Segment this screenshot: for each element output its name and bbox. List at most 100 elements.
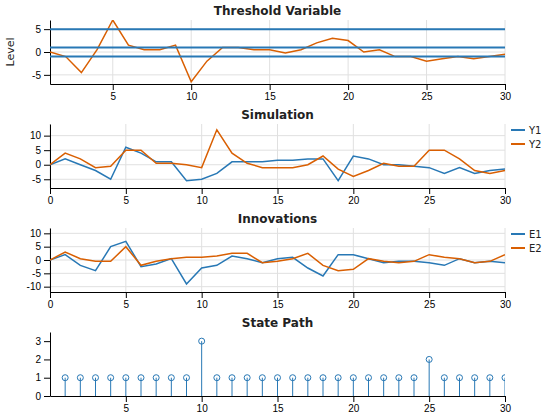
x-tick: 5: [124, 396, 130, 414]
stem-marker: [335, 375, 341, 381]
x-tick-mark: [278, 188, 279, 194]
x-tick: 30: [500, 396, 512, 414]
x-tick-mark: [505, 188, 506, 194]
stem-marker: [244, 375, 250, 381]
figure: 51015202530-505Threshold VariableLevel05…: [0, 0, 560, 420]
x-tick-mark: [113, 84, 114, 90]
y-tick-label: -5: [32, 70, 41, 81]
y-tick-label: 5: [35, 145, 41, 156]
stem-marker: [214, 375, 220, 381]
grid-line-y: [50, 246, 505, 247]
stem-marker: [229, 375, 235, 381]
x-tick: 10: [197, 188, 209, 206]
x-tick-mark: [126, 188, 127, 194]
legend-label: E1: [529, 229, 542, 240]
plot-area: [50, 241, 505, 284]
x-tick-label: 5: [124, 403, 130, 414]
stem-marker: [487, 375, 493, 381]
x-tick-mark: [353, 188, 354, 194]
y-tick-label: 0: [35, 255, 41, 266]
legend-label: Y2: [528, 139, 541, 150]
y-tick: 5: [35, 24, 50, 35]
y-tick: 0: [35, 255, 50, 266]
stem: [429, 359, 430, 396]
legend: E1E2: [511, 229, 542, 254]
stem-marker: [290, 375, 296, 381]
y-tick: 3: [35, 336, 50, 347]
panel: 510152025300123State Path: [35, 316, 511, 414]
x-tick-label: 10: [197, 299, 209, 310]
y-tick-mark: [44, 341, 50, 342]
y-tick-mark: [44, 359, 50, 360]
x-tick-label: 15: [272, 299, 284, 310]
x-tick-label: 30: [500, 91, 512, 102]
x-tick: 25: [424, 188, 436, 206]
stem-marker: [259, 375, 265, 381]
x-tick-mark: [191, 84, 192, 90]
y-tick-label: 0: [35, 159, 41, 170]
y-tick-mark: [44, 378, 50, 379]
y-tick: -5: [32, 70, 50, 81]
x-tick: 0: [48, 292, 54, 310]
y-tick-label: 10: [30, 130, 42, 141]
legend-label: Y1: [528, 125, 541, 136]
x-tick-mark: [505, 292, 506, 298]
grid-line-y: [50, 179, 505, 180]
stem: [201, 341, 202, 396]
grid-line-x: [505, 124, 506, 188]
x-tick-mark: [505, 84, 506, 90]
series-line: [50, 130, 505, 177]
y-tick: 0: [35, 391, 50, 402]
y-tick-label: 1: [35, 372, 41, 383]
y-tick: 5: [35, 145, 50, 156]
stem-marker: [93, 375, 99, 381]
plot-area: [62, 338, 505, 396]
x-tick: 25: [424, 396, 436, 414]
x-tick-mark: [202, 292, 203, 298]
y-axis: -10-50510: [27, 228, 51, 292]
x-axis: 51015202530: [51, 84, 512, 102]
x-tick: 10: [197, 292, 209, 310]
x-tick-label: 15: [272, 195, 284, 206]
title: Innovations: [238, 212, 318, 226]
y-tick-mark: [44, 396, 50, 397]
grid-line-x: [50, 124, 51, 188]
x-tick-label: 20: [348, 403, 360, 414]
x-tick-label: 5: [124, 195, 130, 206]
y-tick: -10: [27, 281, 50, 292]
x-tick-mark: [202, 396, 203, 402]
x-tick-label: 20: [348, 195, 360, 206]
y-tick-label: 10: [30, 228, 42, 239]
x-tick-label: 25: [424, 403, 436, 414]
legend-swatch: [511, 129, 525, 131]
panel: 51015202530-505Threshold VariableLevel: [4, 4, 511, 102]
y-tick-label: 2: [35, 354, 41, 365]
series-line: [50, 20, 505, 82]
y-tick-label: 5: [35, 24, 41, 35]
x-tick-mark: [50, 188, 51, 194]
plot-area: [50, 130, 505, 181]
x-tick-mark: [348, 84, 349, 90]
y-tick-label: -10: [27, 281, 42, 292]
y-tick-label: 0: [35, 47, 41, 58]
y-tick: 10: [30, 130, 50, 141]
grid-line-x: [277, 124, 278, 188]
stem-marker: [199, 338, 205, 344]
x-tick-mark: [427, 84, 428, 90]
x-tick: 20: [348, 396, 360, 414]
threshold-line: [50, 46, 505, 48]
grid-line-y: [50, 233, 505, 234]
stem-marker: [441, 375, 447, 381]
plot-area: [50, 20, 505, 82]
x-tick: 15: [272, 292, 284, 310]
legend: Y1Y2: [511, 125, 541, 150]
x-tick-label: 30: [500, 299, 512, 310]
x-tick-mark: [126, 396, 127, 402]
y-tick-mark: [44, 75, 50, 76]
stem-marker: [366, 375, 372, 381]
y-axis-line: [50, 125, 51, 189]
stem-marker: [275, 375, 281, 381]
x-tick-mark: [278, 396, 279, 402]
panel: 051015202530-10-50510InnovationsE1E2: [27, 212, 542, 310]
x-tick-mark: [429, 292, 430, 298]
